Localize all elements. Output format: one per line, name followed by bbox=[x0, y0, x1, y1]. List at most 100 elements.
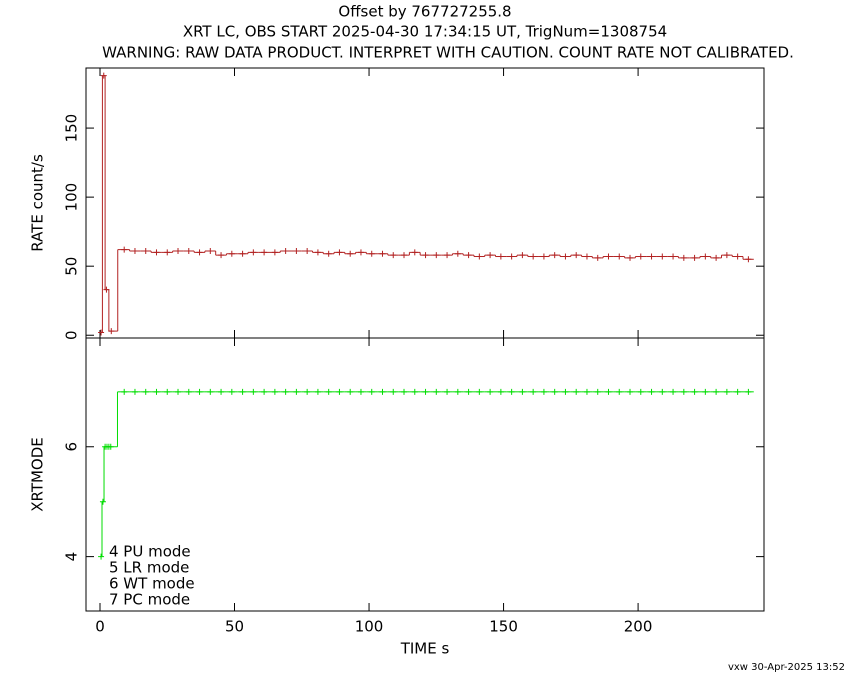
point bbox=[691, 254, 698, 261]
point bbox=[627, 254, 634, 261]
point bbox=[540, 388, 547, 395]
point bbox=[680, 388, 687, 395]
mode-legend: 7 PC mode bbox=[109, 591, 190, 609]
point bbox=[723, 252, 730, 259]
point bbox=[734, 253, 741, 260]
point bbox=[164, 249, 171, 256]
point bbox=[745, 388, 752, 395]
y-tick-label: 50 bbox=[63, 257, 81, 276]
point bbox=[108, 328, 115, 335]
y-axis-label: XRTMODE bbox=[29, 437, 47, 512]
point bbox=[659, 388, 666, 395]
point bbox=[142, 247, 149, 254]
point bbox=[368, 388, 375, 395]
point bbox=[218, 252, 225, 259]
point bbox=[228, 250, 235, 257]
point bbox=[616, 253, 623, 260]
point bbox=[454, 250, 461, 257]
point bbox=[627, 388, 634, 395]
point bbox=[164, 388, 171, 395]
point bbox=[347, 250, 354, 257]
point bbox=[175, 388, 182, 395]
point bbox=[175, 247, 182, 254]
point bbox=[530, 388, 537, 395]
point bbox=[573, 388, 580, 395]
chart-title: Offset by 767727255.8 bbox=[338, 3, 511, 21]
point bbox=[379, 250, 386, 257]
point bbox=[702, 388, 709, 395]
point bbox=[465, 252, 472, 259]
point bbox=[530, 253, 537, 260]
point bbox=[282, 388, 289, 395]
point bbox=[207, 247, 214, 254]
point bbox=[519, 252, 526, 259]
point bbox=[196, 388, 203, 395]
point bbox=[497, 253, 504, 260]
point bbox=[594, 388, 601, 395]
point bbox=[142, 388, 149, 395]
point bbox=[250, 388, 257, 395]
point bbox=[357, 388, 364, 395]
point bbox=[304, 247, 311, 254]
point bbox=[153, 249, 160, 256]
point bbox=[411, 388, 418, 395]
point bbox=[487, 388, 494, 395]
point bbox=[131, 247, 138, 254]
y-tick-label: 4 bbox=[63, 552, 81, 562]
point bbox=[103, 286, 110, 293]
point bbox=[648, 253, 655, 260]
point bbox=[325, 250, 332, 257]
x-tick-label: 150 bbox=[489, 618, 518, 636]
point bbox=[347, 388, 354, 395]
point bbox=[218, 388, 225, 395]
point bbox=[271, 388, 278, 395]
point bbox=[293, 247, 300, 254]
point bbox=[282, 247, 289, 254]
x-tick-label: 50 bbox=[225, 618, 244, 636]
footer: vxw 30-Apr-2025 13:52 bbox=[728, 662, 845, 673]
point bbox=[670, 388, 677, 395]
point bbox=[519, 388, 526, 395]
x-tick-label: 0 bbox=[95, 618, 105, 636]
point bbox=[357, 249, 364, 256]
point bbox=[390, 388, 397, 395]
mode-legend: 4 PU mode bbox=[109, 543, 191, 561]
point bbox=[476, 388, 483, 395]
point bbox=[605, 388, 612, 395]
point bbox=[121, 388, 128, 395]
point bbox=[508, 253, 515, 260]
point bbox=[497, 388, 504, 395]
point bbox=[583, 388, 590, 395]
point bbox=[433, 252, 440, 259]
point bbox=[336, 249, 343, 256]
point bbox=[487, 252, 494, 259]
point bbox=[680, 254, 687, 261]
point bbox=[444, 252, 451, 259]
point bbox=[196, 249, 203, 256]
point bbox=[390, 252, 397, 259]
point bbox=[401, 388, 408, 395]
point bbox=[271, 249, 278, 256]
point bbox=[379, 388, 386, 395]
point bbox=[691, 388, 698, 395]
point bbox=[336, 388, 343, 395]
point bbox=[98, 329, 105, 336]
point bbox=[713, 388, 720, 395]
point bbox=[422, 252, 429, 259]
point bbox=[98, 553, 105, 560]
point bbox=[293, 388, 300, 395]
point bbox=[100, 72, 107, 79]
point bbox=[368, 250, 375, 257]
point bbox=[637, 253, 644, 260]
point bbox=[314, 249, 321, 256]
point bbox=[228, 388, 235, 395]
point bbox=[107, 443, 114, 450]
point bbox=[551, 252, 558, 259]
point bbox=[637, 388, 644, 395]
point bbox=[99, 498, 106, 505]
point bbox=[185, 388, 192, 395]
point bbox=[723, 388, 730, 395]
point bbox=[207, 388, 214, 395]
point bbox=[239, 250, 246, 257]
